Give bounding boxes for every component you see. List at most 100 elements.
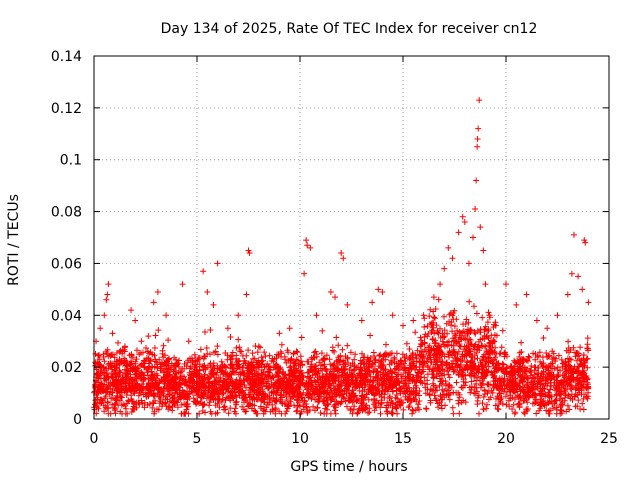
roti-point xyxy=(340,255,347,262)
x-tick-label: 5 xyxy=(193,431,202,447)
roti-point xyxy=(313,312,320,319)
roti-point xyxy=(303,237,310,244)
roti-point xyxy=(301,270,308,277)
roti-point xyxy=(163,312,170,319)
roti-point xyxy=(327,288,334,295)
roti-point xyxy=(513,301,520,308)
y-axis-label: ROTI / TECUs xyxy=(6,194,22,286)
roti-point xyxy=(582,239,589,246)
roti-point xyxy=(441,265,448,272)
roti-point xyxy=(568,270,575,277)
roti-point xyxy=(410,317,417,324)
roti-point xyxy=(492,322,499,329)
series-roti-peaks xyxy=(93,97,592,350)
x-tick-label: 25 xyxy=(600,431,618,447)
y-tick-label: 0.02 xyxy=(51,360,82,376)
y-tick-label: 0 xyxy=(73,412,82,428)
roti-point xyxy=(138,338,145,345)
chart-title: Day 134 of 2025, Rate Of TEC Index for r… xyxy=(161,21,538,37)
roti-point xyxy=(185,338,192,345)
roti-point xyxy=(473,177,480,184)
roti-point xyxy=(475,125,482,132)
roti-point xyxy=(255,343,262,350)
roti-point xyxy=(455,229,462,236)
roti-point xyxy=(461,218,468,225)
roti-point xyxy=(579,286,586,293)
plot-frame xyxy=(93,55,610,420)
x-tick-label: 0 xyxy=(90,431,99,447)
roti-point xyxy=(101,312,108,319)
roti-point xyxy=(369,299,376,306)
y-axis-ticks: 0 0.02 0.04 0.06 0.08 0.1 0.12 0.14 xyxy=(51,49,609,428)
roti-point xyxy=(389,312,396,319)
roti-point xyxy=(503,281,509,288)
roti-point xyxy=(437,281,444,288)
y-tick-label: 0.04 xyxy=(51,308,82,324)
roti-point xyxy=(150,299,157,306)
roti-point xyxy=(104,291,111,298)
roti-point xyxy=(105,281,112,288)
roti-point xyxy=(358,317,365,324)
roti-point xyxy=(286,325,293,332)
roti-point xyxy=(523,291,530,298)
roti-point xyxy=(449,255,456,262)
y-tick-label: 0.08 xyxy=(51,205,82,221)
roti-point xyxy=(276,330,283,337)
roti-point xyxy=(533,317,540,324)
roti-point xyxy=(344,301,351,308)
roti-point xyxy=(472,205,479,212)
roti-point xyxy=(179,281,186,288)
roti-point xyxy=(486,312,493,319)
roti-point xyxy=(210,301,217,308)
roti-point xyxy=(544,325,551,332)
roti-point xyxy=(482,281,489,288)
roti-point xyxy=(200,268,207,275)
roti-point xyxy=(554,312,561,319)
roti-point xyxy=(243,291,250,298)
roti-point xyxy=(332,294,339,301)
y-tick-label: 0.12 xyxy=(51,101,82,117)
roti-point xyxy=(128,307,135,314)
roti-point xyxy=(375,286,382,293)
roti-point xyxy=(585,299,592,306)
roti-point xyxy=(470,234,477,241)
roti-point xyxy=(465,260,472,267)
roti-point xyxy=(154,288,161,295)
roti-point xyxy=(214,260,221,267)
roti-point xyxy=(581,237,588,244)
roti-point xyxy=(477,224,484,231)
roti-point xyxy=(474,143,481,150)
grid xyxy=(94,56,609,419)
roti-point xyxy=(570,231,577,238)
data-series xyxy=(91,97,592,417)
roti-point xyxy=(132,317,139,324)
roti-point xyxy=(480,247,487,254)
roti-point xyxy=(459,213,466,220)
y-tick-label: 0.06 xyxy=(51,256,82,272)
roti-point xyxy=(204,288,211,295)
roti-point xyxy=(103,296,110,303)
roti-point xyxy=(445,244,452,251)
roti-point xyxy=(338,250,345,257)
roti-point xyxy=(246,250,253,257)
x-axis-label: GPS time / hours xyxy=(290,459,407,475)
roti-point xyxy=(121,343,128,350)
x-tick-label: 15 xyxy=(394,431,412,447)
roti-cloud-markers xyxy=(91,296,592,417)
roti-point xyxy=(420,312,427,319)
roti-point xyxy=(224,325,231,332)
roti-point xyxy=(307,244,314,251)
roti-point xyxy=(474,135,481,142)
roti-point xyxy=(235,312,242,319)
roti-point xyxy=(245,247,252,254)
roti-point xyxy=(575,273,582,280)
y-tick-label: 0.1 xyxy=(60,153,82,169)
x-axis-ticks: 0 5 10 15 20 25 xyxy=(90,56,618,447)
roti-point xyxy=(564,291,571,298)
x-tick-label: 20 xyxy=(497,431,515,447)
roti-point xyxy=(400,322,406,329)
y-tick-label: 0.14 xyxy=(51,49,82,65)
series-roti-cloud xyxy=(91,296,592,417)
roti-point xyxy=(109,330,116,337)
